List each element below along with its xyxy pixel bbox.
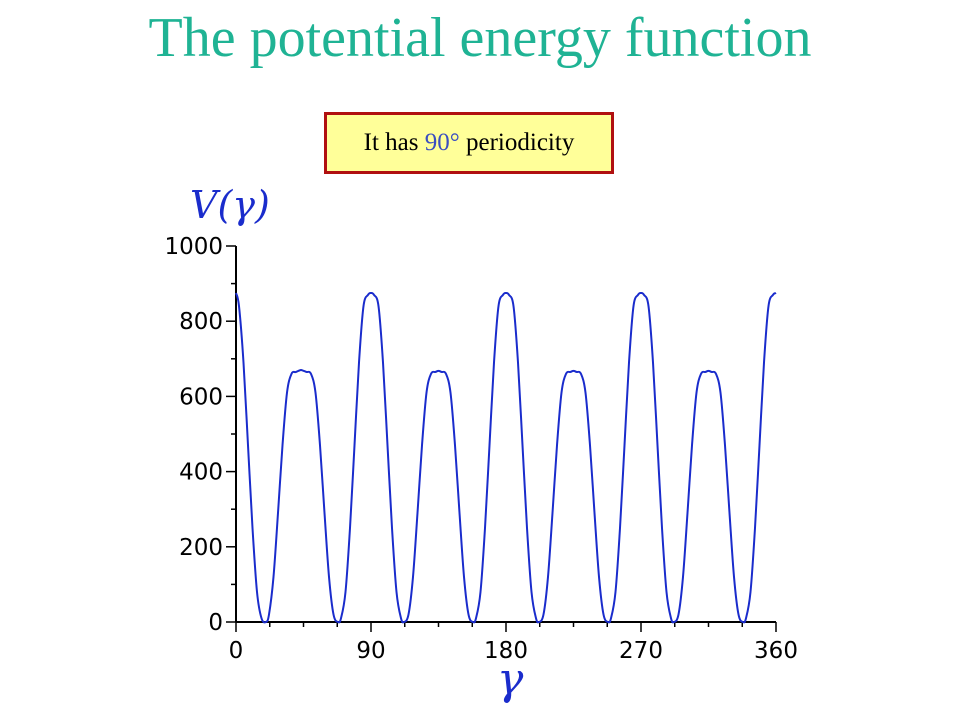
x-tick-label: 90 [356,638,385,664]
x-tick-label: 270 [619,638,663,664]
x-tick-label: 360 [754,638,798,664]
slide-title: The potential energy function [148,7,812,69]
y-axis-label: V(γ) [190,183,270,227]
callout-text-before: It has [363,129,425,156]
y-tick-label: 600 [179,384,223,410]
y-tick-label: 1000 [164,234,223,260]
tick-labels: 0 200 400 600 800 1000 0 90 180 270 360 [164,234,798,664]
x-tick-label: 180 [484,638,528,664]
x-tick-label: 0 [229,638,244,664]
callout-highlight: 90° [424,129,460,156]
y-tick-label: 400 [179,460,223,486]
y-tick-label: 800 [179,309,223,335]
callout-text-after: periodicity [459,129,575,156]
tick-marks [226,245,777,632]
axes [235,246,776,623]
y-tick-label: 200 [179,535,223,561]
periodicity-callout: It has 90° periodicity [324,112,614,174]
series-line-v-gamma [235,291,777,624]
x-axis-label: γ [497,654,524,705]
y-tick-label: 0 [208,610,223,636]
